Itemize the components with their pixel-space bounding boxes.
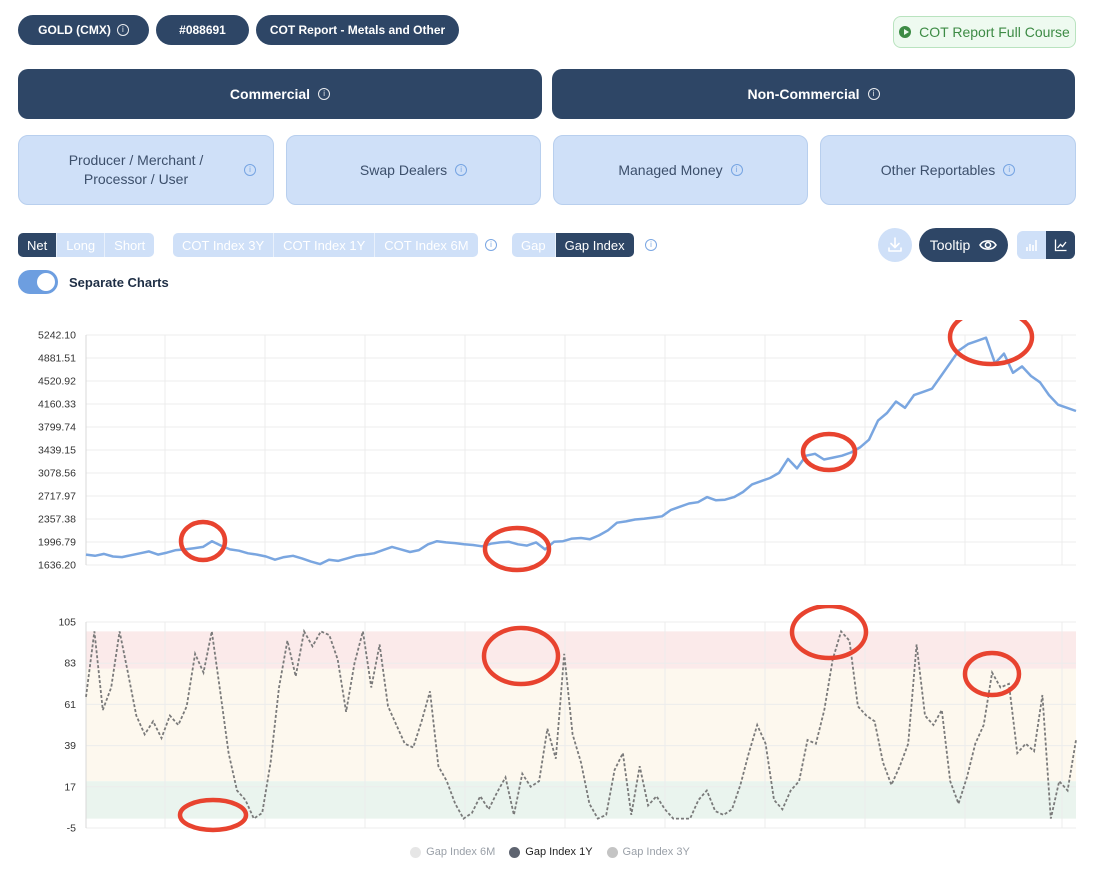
gap-index-1y-line [85, 628, 1077, 820]
subtab-managed-money-label: Managed Money [618, 161, 723, 178]
market-pill[interactable]: GOLD (CMX) i [18, 15, 149, 45]
legend-item-gap-index-1y[interactable]: Gap Index 1Y [509, 846, 593, 858]
toggle-cot-index-6m[interactable]: COT Index 6M [375, 233, 478, 257]
info-icon[interactable]: i [318, 88, 331, 100]
bar-chart-icon [1025, 240, 1037, 251]
line-chart-button[interactable] [1046, 231, 1075, 259]
y-tick-label: -5 [67, 823, 76, 835]
legend-item-gap-index-6m[interactable]: Gap Index 6M [410, 846, 495, 858]
tab-commercial-label: Commercial [229, 86, 311, 102]
y-tick-label: 3799.74 [38, 422, 76, 434]
code-pill-label: #088691 [179, 23, 226, 37]
gap-index-chart: 105 83 61 39 17 -5 [58, 605, 1077, 835]
chart-type-toggle [1017, 231, 1075, 259]
legend-dot [410, 846, 422, 858]
toggle-gap-index[interactable]: Gap Index [555, 233, 634, 257]
tooltip-button[interactable]: Tooltip [919, 228, 1008, 262]
y-tick-label: 2717.97 [38, 491, 76, 503]
bar-chart-button[interactable] [1017, 231, 1046, 259]
y-tick-label: 4160.33 [38, 399, 76, 411]
y-tick-label: 61 [64, 699, 76, 711]
y-tick-label: 4520.92 [38, 376, 76, 388]
subtab-swap-dealers[interactable]: Swap Dealers i [286, 135, 541, 205]
y-tick-label: 105 [58, 617, 76, 629]
play-icon [899, 26, 912, 38]
course-button-label: COT Report Full Course [919, 24, 1070, 40]
legend-item-gap-index-3y[interactable]: Gap Index 3Y [606, 846, 690, 858]
toggle-net[interactable]: Net [18, 233, 58, 257]
chart-legend: Gap Index 6M Gap Index 1Y Gap Index 3Y [0, 846, 1100, 858]
y-tick-label: 3439.15 [38, 445, 76, 457]
highlight-circle [481, 625, 561, 687]
highlight-circle [177, 797, 249, 833]
legend-label: Gap Index 6M [426, 846, 496, 858]
course-button[interactable]: COT Report Full Course [893, 16, 1076, 48]
tooltip-button-label: Tooltip [929, 237, 971, 253]
highlight-circle [800, 431, 858, 473]
info-icon[interactable]: i [1003, 164, 1016, 176]
zone-band [86, 631, 1076, 669]
code-pill[interactable]: #088691 [156, 15, 249, 45]
info-icon[interactable]: i [455, 164, 468, 176]
toggle-cot-index-3y[interactable]: COT Index 3Y [173, 233, 275, 257]
tab-non-commercial-label: Non-Commercial [747, 86, 860, 102]
legend-dot [509, 846, 521, 858]
toggle-short[interactable]: Short [105, 233, 155, 257]
legend-label: Gap Index 3Y [622, 846, 690, 858]
highlight-circle [947, 320, 1035, 367]
report-pill-label: COT Report - Metals and Other [269, 23, 446, 37]
y-tick-label: 83 [64, 658, 76, 670]
info-icon[interactable]: i [730, 164, 743, 176]
y-tick-label: 3078.56 [38, 468, 76, 480]
separate-charts-switch[interactable] [18, 270, 58, 294]
line-chart-icon [1054, 239, 1067, 252]
gap-toggle: Gap Gap Index [512, 233, 634, 257]
y-tick-label: 1636.20 [38, 560, 76, 572]
subtab-managed-money[interactable]: Managed Money i [553, 135, 808, 205]
y-tick-label: 5242.10 [38, 330, 76, 342]
highlight-circle [178, 519, 228, 563]
highlight-circle [962, 650, 1022, 698]
zone-band [86, 668, 1076, 782]
y-tick-label: 39 [64, 740, 76, 752]
separate-charts-label: Separate Charts [69, 275, 169, 290]
y-tick-label: 4881.51 [38, 353, 76, 365]
toggle-cot-index-1y[interactable]: COT Index 1Y [274, 233, 376, 257]
price-chart: 5242.10 4881.51 4520.92 4160.33 3799.74 3439.… [38, 320, 1077, 573]
download-icon [888, 237, 902, 252]
info-icon[interactable]: i [116, 24, 129, 36]
info-icon[interactable]: i [645, 239, 657, 251]
info-icon[interactable]: i [244, 164, 256, 176]
legend-label: Gap Index 1Y [525, 846, 593, 858]
info-icon[interactable]: i [485, 239, 497, 251]
toggle-gap[interactable]: Gap [512, 233, 556, 257]
y-tick-label: 2357.38 [38, 514, 76, 526]
subtab-producer-merchant-label: Producer / Merchant / Processor / User [68, 152, 204, 187]
subtab-producer-merchant[interactable]: Producer / Merchant / Processor / User i [18, 135, 274, 205]
tab-commercial[interactable]: Commercial i [18, 69, 542, 119]
highlight-circle [482, 525, 552, 573]
subtab-other-reportables[interactable]: Other Reportables i [820, 135, 1076, 205]
highlight-circle [789, 605, 869, 661]
report-pill[interactable]: COT Report - Metals and Other [256, 15, 459, 45]
y-tick-label: 1996.79 [38, 537, 76, 549]
tab-non-commercial[interactable]: Non-Commercial i [552, 69, 1075, 119]
info-icon[interactable]: i [867, 88, 880, 100]
toggle-long[interactable]: Long [57, 233, 106, 257]
download-button[interactable] [878, 228, 912, 262]
cot-index-toggle: COT Index 3Y COT Index 1Y COT Index 6M [173, 233, 478, 257]
subtab-other-reportables-label: Other Reportables [880, 161, 996, 178]
market-pill-label: GOLD (CMX) [38, 23, 111, 37]
subtab-swap-dealers-label: Swap Dealers [359, 161, 448, 178]
legend-dot [606, 846, 618, 858]
position-toggle: Net Long Short [18, 233, 155, 257]
eye-icon [979, 240, 998, 250]
price-line [85, 336, 1077, 566]
y-tick-label: 17 [64, 781, 76, 793]
